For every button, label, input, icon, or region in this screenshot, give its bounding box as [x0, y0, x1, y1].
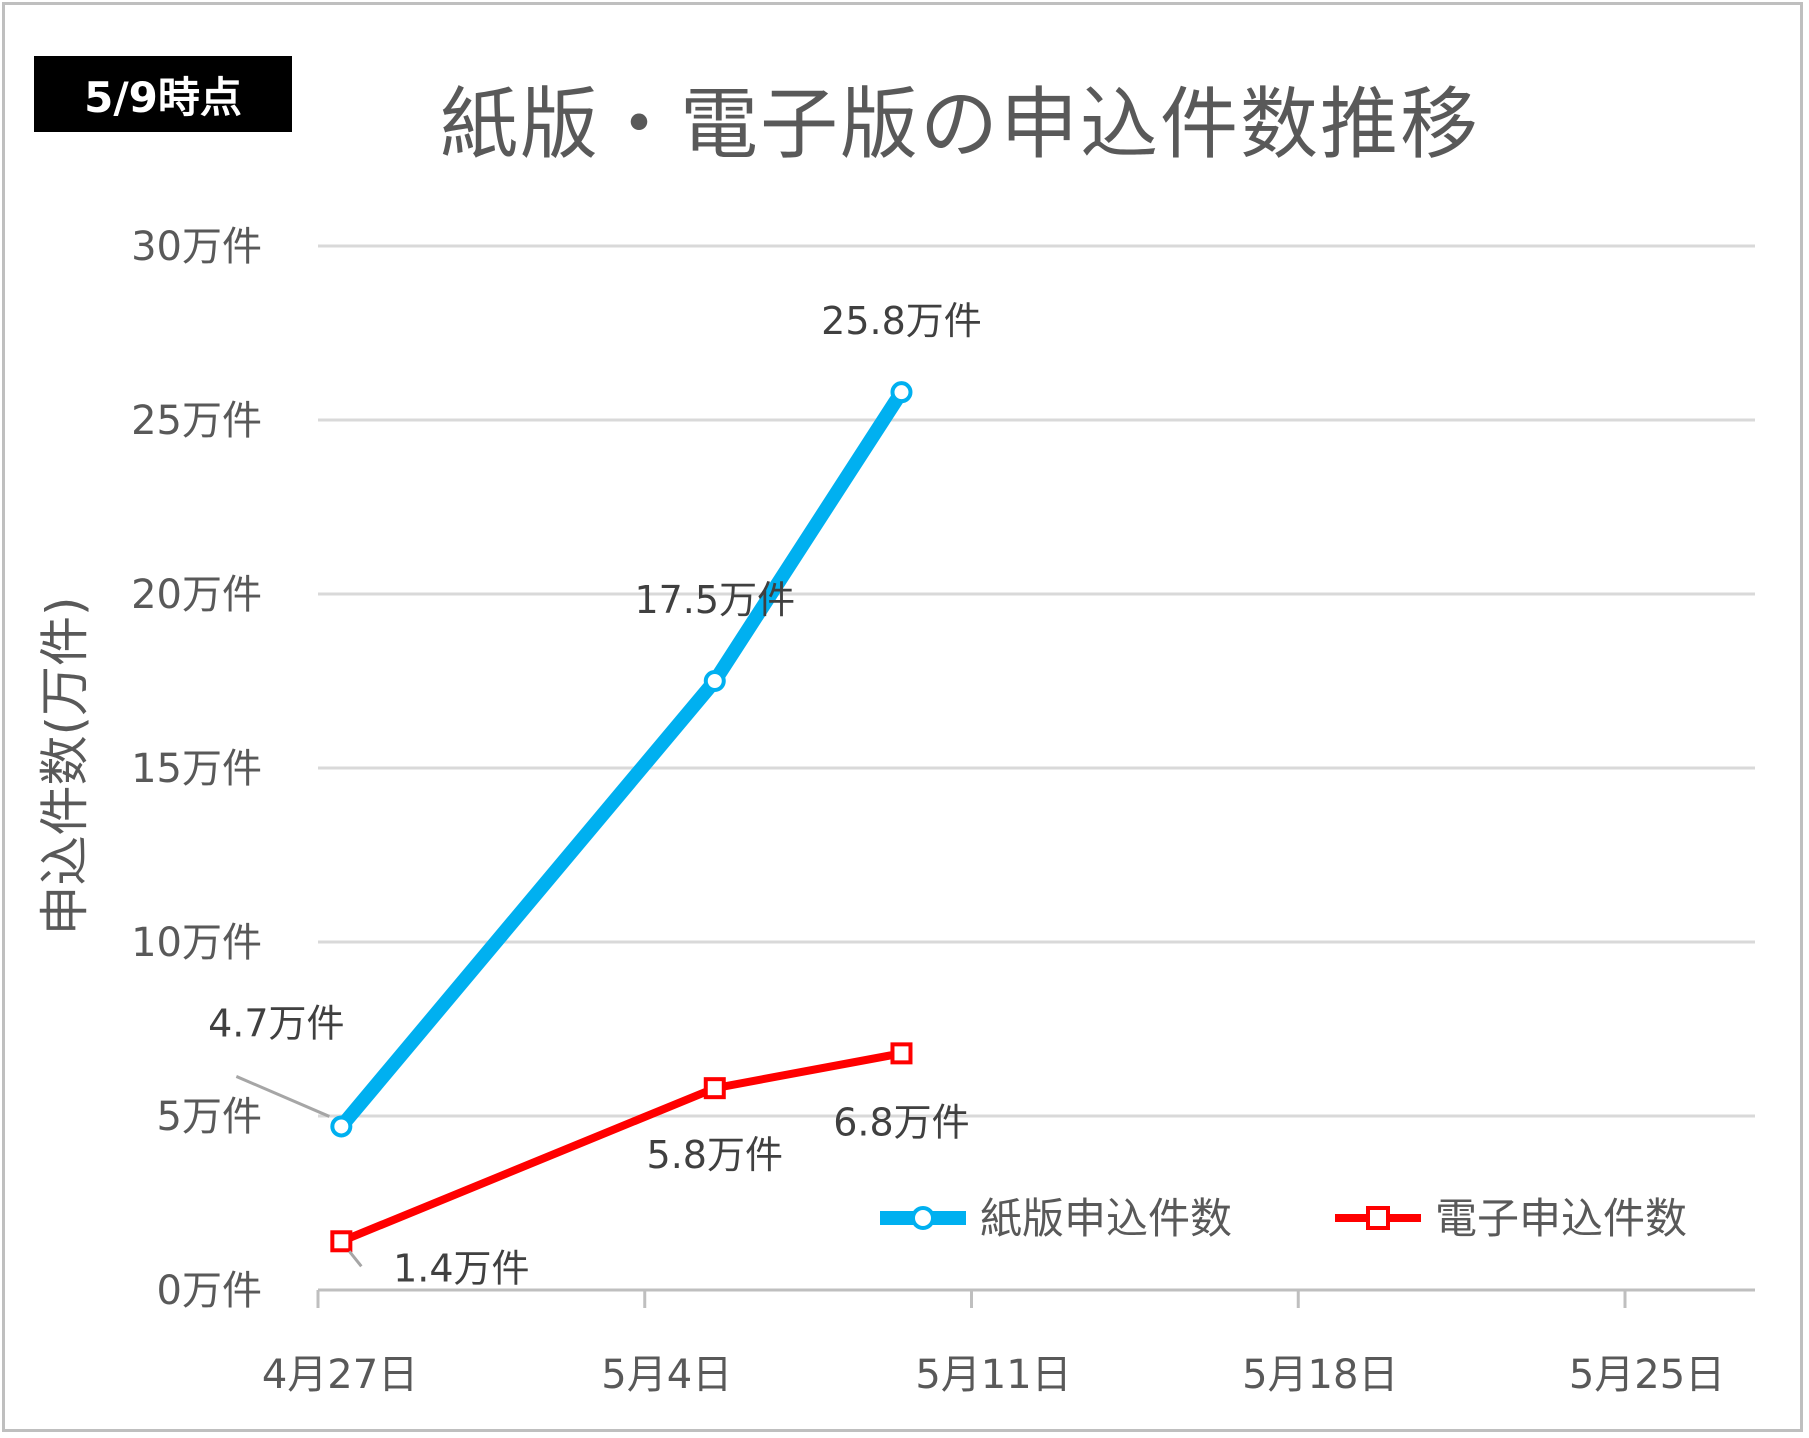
leader-line — [348, 1250, 363, 1268]
data-label: 1.4万件 — [393, 1246, 529, 1290]
legend: 紙版申込件数 電子申込件数 — [880, 1194, 1687, 1243]
series-line — [339, 1049, 903, 1245]
y-tick-label: 10万件 — [131, 920, 262, 966]
data-label: 17.5万件 — [634, 578, 795, 622]
x-axis: 4月27日 5月4日 5月11日 5月18日 5月25日 — [262, 1290, 1725, 1398]
y-tick-label: 0万件 — [157, 1268, 262, 1314]
y-tick-label: 30万件 — [131, 224, 262, 270]
legend-label: 電子申込件数 — [1435, 1194, 1687, 1243]
x-tick-label: 5月4日 — [601, 1352, 732, 1398]
x-tick-label: 5月25日 — [1569, 1352, 1725, 1398]
grid-lines — [318, 244, 1755, 1292]
data-label: 5.8万件 — [647, 1133, 783, 1177]
y-tick-label: 15万件 — [131, 746, 262, 792]
y-tick-label: 5万件 — [157, 1094, 262, 1140]
series-layer — [330, 381, 913, 1253]
x-tick-label: 5月11日 — [915, 1352, 1071, 1398]
y-axis-ticks: 0万件 5万件 10万件 15万件 20万件 25万件 30万件 — [131, 224, 262, 1314]
legend-label: 紙版申込件数 — [980, 1194, 1232, 1243]
data-point — [703, 670, 726, 692]
data-labels: 4.7万件 17.5万件 25.8万件 1.4万件 5.8万件 6.8万件 — [208, 299, 982, 1290]
y-axis-label: 申込件数(万件) — [36, 596, 94, 935]
data-point — [890, 381, 913, 404]
legend-marker — [911, 1206, 935, 1230]
x-tick-label: 5月18日 — [1242, 1352, 1398, 1398]
date-badge: 5/9時点 — [34, 56, 292, 132]
data-point — [330, 1115, 353, 1138]
data-point — [330, 1230, 353, 1253]
data-point — [890, 1042, 913, 1065]
leader-line — [235, 1075, 330, 1118]
legend-marker — [1366, 1206, 1390, 1230]
data-point — [703, 1077, 726, 1100]
x-tick-label: 4月27日 — [262, 1352, 418, 1398]
data-label: 4.7万件 — [208, 1001, 344, 1045]
y-tick-label: 20万件 — [131, 572, 262, 618]
y-tick-label: 25万件 — [131, 398, 262, 444]
series-line — [335, 388, 908, 1131]
data-label: 6.8万件 — [833, 1100, 969, 1144]
chart-title: 紙版・電子版の申込件数推移 — [440, 80, 1481, 170]
data-label: 25.8万件 — [821, 299, 982, 343]
